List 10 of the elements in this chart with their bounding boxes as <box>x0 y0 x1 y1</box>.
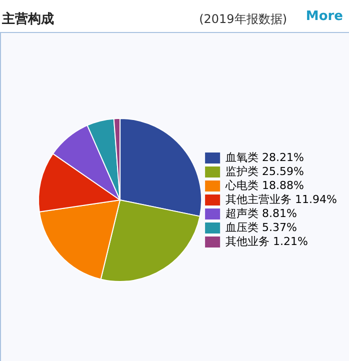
legend-label: 超声类 8.81% <box>226 206 298 220</box>
legend-label: 其他主营业务 11.94% <box>226 192 338 206</box>
text: More <box>306 9 343 24</box>
legend-label: 血压类 5.37% <box>226 220 298 234</box>
legend-label: 监护类 25.59% <box>226 164 304 178</box>
chart-subtitle: (2019年报数据) <box>199 11 287 28</box>
chart-title: 主营构成 <box>2 10 54 28</box>
legend-label: 血氧类 28.21% <box>226 150 304 164</box>
legend-label: 其他业务 1.21% <box>226 234 308 248</box>
legend-label: 心电类 18.88% <box>224 178 304 192</box>
